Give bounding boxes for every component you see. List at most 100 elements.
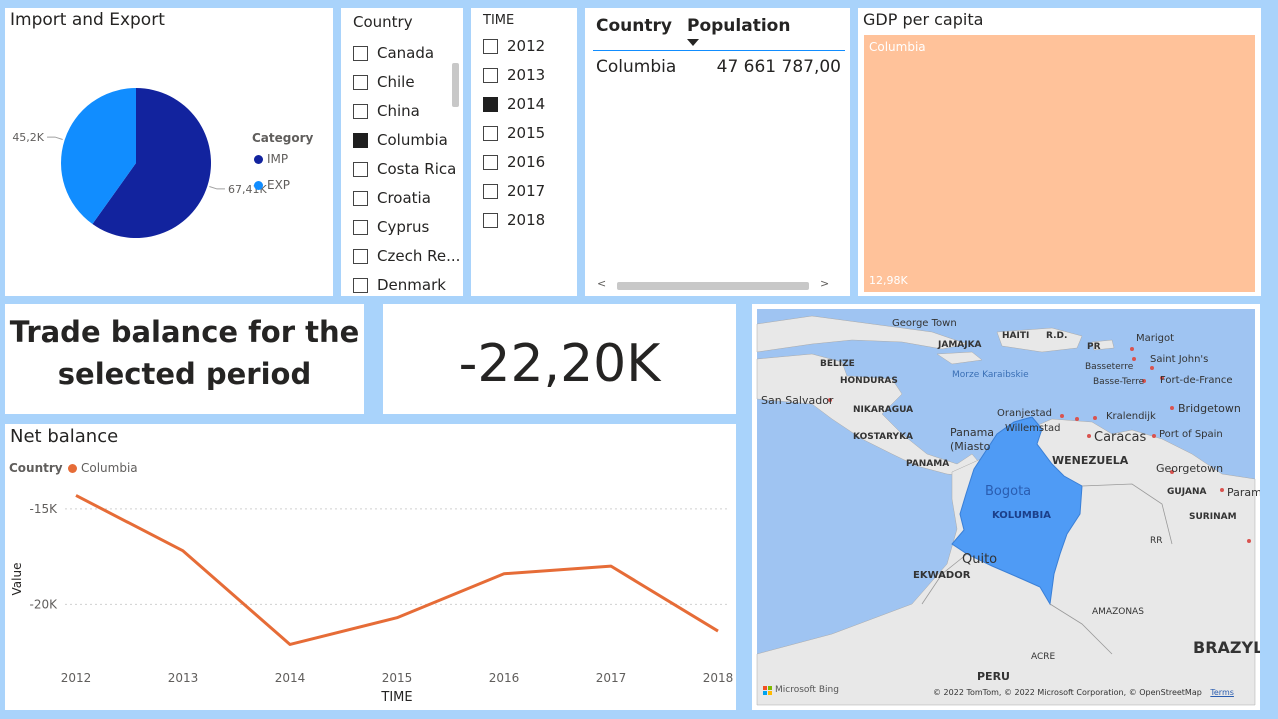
- treemap-tile-value: 12,98K: [869, 274, 908, 287]
- pie-slice-imp[interactable]: [92, 88, 212, 239]
- line-legend-title: Country: [9, 461, 63, 475]
- country-slicer-item[interactable]: Costa Rica: [353, 157, 456, 181]
- country-slicer-item[interactable]: Czech Re...: [353, 244, 460, 268]
- country-slicer-checkbox[interactable]: [353, 248, 368, 264]
- map-label-kolumbia: KOLUMBIA: [992, 510, 1051, 521]
- time-slicer-item[interactable]: 2017: [483, 179, 545, 203]
- gdp-treemap-card: GDP per capita Columbia 12,98K: [858, 8, 1261, 296]
- map[interactable]: [752, 304, 1260, 710]
- country-slicer-checkbox[interactable]: [353, 277, 368, 293]
- scroll-right-icon[interactable]: >: [820, 277, 830, 290]
- map-label-bogota: Bogota: [985, 484, 1032, 499]
- country-slicer-item-label: Chile: [377, 73, 415, 91]
- time-slicer-item-label: 2017: [507, 182, 546, 200]
- pie-chart-card: Import and Export 67,41K 45,2K Category I…: [5, 8, 333, 296]
- treemap-tile-columbia[interactable]: Columbia 12,98K: [864, 35, 1255, 292]
- population-table: Country Population Columbia 47 661 787,0…: [585, 8, 850, 296]
- country-slicer-item[interactable]: Columbia: [353, 128, 448, 152]
- map-label-rr: RR: [1150, 536, 1163, 546]
- time-slicer-header: TIME: [483, 13, 515, 28]
- terms-link[interactable]: Terms: [1210, 688, 1234, 697]
- country-slicer-scrollbar[interactable]: [452, 63, 459, 107]
- map-land-hispaniola: [996, 327, 1083, 353]
- time-slicer-checkbox[interactable]: [483, 67, 498, 83]
- country-slicer-checkbox[interactable]: [353, 219, 368, 235]
- time-slicer-item[interactable]: 2012: [483, 34, 545, 58]
- trade-balance-line1: Trade balance for the: [9, 315, 360, 349]
- map-land-cuba: [756, 315, 968, 353]
- country-slicer-checkbox[interactable]: [353, 74, 368, 90]
- map-label-honduras: HONDURAS: [840, 376, 898, 386]
- line-x-tick-label: 2016: [489, 671, 520, 685]
- sort-descending-icon: [687, 39, 699, 46]
- trade-balance-card: Trade balance for the selected period: [5, 304, 364, 414]
- country-slicer-item-label: China: [377, 102, 420, 120]
- time-slicer-checkbox[interactable]: [483, 183, 498, 199]
- map-label-willemstad: Willemstad: [1005, 423, 1061, 434]
- scroll-thumb[interactable]: [617, 282, 809, 290]
- pie-leader-line: [47, 136, 63, 141]
- time-slicer-checkbox[interactable]: [483, 125, 498, 141]
- map-label-peru: PERU: [977, 670, 1010, 683]
- time-slicer-checkbox[interactable]: [483, 96, 498, 112]
- line-x-tick-label: 2018: [703, 671, 734, 685]
- time-slicer-item-label: 2015: [507, 124, 546, 142]
- column-header-population[interactable]: Population: [687, 16, 791, 36]
- time-slicer-item[interactable]: 2015: [483, 121, 545, 145]
- scroll-left-icon[interactable]: <: [597, 277, 607, 290]
- legend-imp-dot: [254, 154, 263, 164]
- kpi-value: -22,20K: [458, 334, 661, 394]
- country-slicer-item[interactable]: China: [353, 99, 420, 123]
- map-label-port-of-spain: Port of Spain: [1159, 429, 1223, 440]
- line-series-columbia[interactable]: [75, 494, 719, 646]
- map-copyright: © 2022 TomTom, © 2022 Microsoft Corporat…: [933, 688, 1234, 697]
- time-slicer-checkbox[interactable]: [483, 212, 498, 228]
- map-label-oranjestad: Oranjestad: [997, 408, 1052, 419]
- country-slicer-checkbox[interactable]: [353, 161, 368, 177]
- treemap-tile-label: Columbia: [869, 40, 926, 54]
- country-slicer-item-label: Croatia: [377, 189, 431, 207]
- country-slicer-item-label: Cyprus: [377, 218, 430, 236]
- time-slicer-item[interactable]: 2014: [483, 92, 545, 116]
- column-header-country[interactable]: Country: [596, 16, 672, 36]
- map-label-ekwador: EKWADOR: [913, 570, 971, 581]
- pie-slice-exp[interactable]: [61, 88, 137, 225]
- map-label-nikaragua: NIKARAGUA: [853, 405, 914, 415]
- country-slicer-header: Country: [353, 13, 413, 31]
- country-slicer-item[interactable]: Chile: [353, 70, 415, 94]
- country-slicer-checkbox[interactable]: [353, 190, 368, 206]
- country-slicer-item-label: Costa Rica: [377, 160, 457, 178]
- table-row-population: 47 661 787,00: [716, 57, 841, 77]
- country-slicer-checkbox[interactable]: [353, 45, 368, 61]
- legend-exp-dot: [254, 180, 263, 190]
- country-slicer-item[interactable]: Croatia: [353, 186, 431, 210]
- map-label-acre: ACRE: [1031, 652, 1056, 662]
- table-row-country: Columbia: [596, 57, 677, 77]
- time-slicer-item[interactable]: 2016: [483, 150, 545, 174]
- microsoft-logo-icon: [763, 685, 772, 695]
- line-legend-columbia[interactable]: Columbia: [68, 461, 138, 475]
- country-slicer-checkbox[interactable]: [353, 132, 368, 148]
- country-slicer-checkbox[interactable]: [353, 103, 368, 119]
- line-y-axis-label: Value: [10, 563, 24, 596]
- map-land-jamaica: [936, 351, 983, 365]
- time-slicer-item[interactable]: 2018: [483, 208, 545, 232]
- pie-legend-imp[interactable]: IMP: [254, 152, 288, 166]
- map-label-haiti: HAITI: [1002, 331, 1030, 341]
- net-balance-card: Net balance Country Columbia -15K -20K 201…: [5, 424, 736, 710]
- pie-legend-exp[interactable]: EXP: [254, 178, 290, 192]
- map-land-central-america: [756, 353, 983, 477]
- table-header-divider: [593, 50, 845, 51]
- country-slicer-item-label: Czech Re...: [377, 247, 461, 265]
- country-slicer-item[interactable]: Denmark: [353, 273, 446, 296]
- treemap-title: GDP per capita: [863, 10, 984, 29]
- copyright-text: © 2022 TomTom, © 2022 Microsoft Corporat…: [933, 688, 1202, 697]
- time-slicer-checkbox[interactable]: [483, 38, 498, 54]
- map-borders: [921, 483, 1173, 655]
- time-slicer-item[interactable]: 2013: [483, 63, 545, 87]
- table-h-scrollbar[interactable]: < >: [593, 277, 837, 292]
- time-slicer-checkbox[interactable]: [483, 154, 498, 170]
- pie-chart-title: Import and Export: [10, 10, 165, 30]
- country-slicer-item[interactable]: Cyprus: [353, 215, 429, 239]
- country-slicer-item[interactable]: Canada: [353, 41, 434, 65]
